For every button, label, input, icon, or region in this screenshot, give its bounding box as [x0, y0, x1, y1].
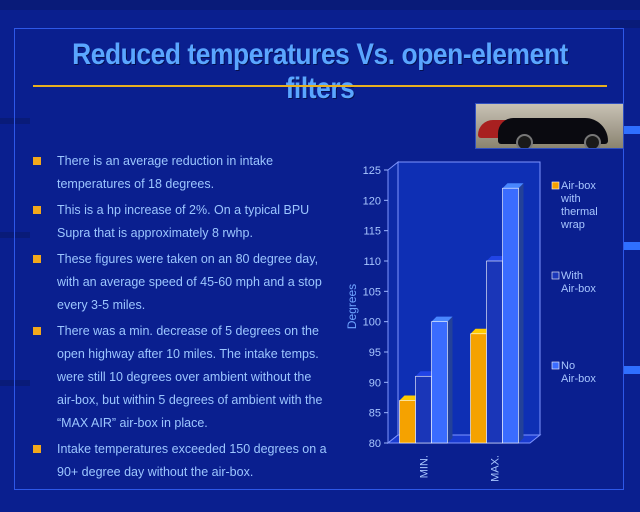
y-axis-label: Degrees [345, 284, 359, 329]
bullet-item: There is an average reduction in intake … [30, 150, 330, 196]
bar [470, 333, 487, 444]
y-tick-label: 120 [363, 195, 381, 207]
bullet-square-icon [33, 255, 41, 263]
bar [415, 375, 432, 444]
legend-swatch [551, 181, 560, 190]
bar-side [447, 316, 453, 443]
y-tick-label: 110 [363, 256, 381, 268]
bar-top [502, 183, 524, 189]
background-stripe [0, 118, 30, 124]
bar [502, 187, 519, 444]
y-tick-label: 105 [363, 286, 381, 298]
legend-label: Air-box [561, 373, 596, 385]
legend-swatch [551, 361, 560, 370]
bullet-text: There was a min. decrease of 5 degrees o… [57, 324, 323, 430]
y-tick-label: 115 [363, 226, 381, 238]
bar-chart: 80 85 90 95 100 105 110 115 120 125 Degrees MIN. MAX… [345, 160, 598, 482]
legend-label: Air-box [561, 180, 596, 192]
legend-label: with [560, 193, 581, 205]
bullet-text: Intake temperatures exceeded 150 degrees… [57, 442, 327, 479]
bar [431, 321, 448, 444]
legend-label: No [561, 360, 575, 372]
bullet-square-icon [33, 206, 41, 214]
bar-top [431, 316, 453, 322]
chart-side-wall [387, 160, 399, 445]
bullet-square-icon [33, 445, 41, 453]
decorative-tab [624, 242, 640, 250]
background-stripe [610, 20, 640, 28]
title-underline [33, 85, 607, 87]
y-tick-label: 85 [369, 408, 381, 420]
bullet-square-icon [33, 157, 41, 165]
bullet-text: This is a hp increase of 2%. On a typica… [57, 203, 310, 240]
slide-frame [14, 28, 624, 490]
y-tick-label: 90 [369, 377, 381, 389]
bullet-item: There was a min. decrease of 5 degrees o… [30, 320, 330, 435]
bullet-item: Intake temperatures exceeded 150 degrees… [30, 438, 330, 484]
legend-label: With [561, 270, 583, 282]
x-tick-label: MAX. [490, 455, 502, 482]
bar [486, 260, 503, 444]
bullet-item: This is a hp increase of 2%. On a typica… [30, 199, 330, 245]
legend-label: wrap [560, 219, 585, 231]
slide-title: Reduced temperatures Vs. open-element fi… [72, 38, 568, 105]
legend-swatch [551, 271, 560, 280]
bullet-text: There is an average reduction in intake … [57, 154, 274, 191]
bar [399, 400, 416, 444]
legend-label: thermal [561, 206, 598, 218]
y-tick-label: 95 [369, 347, 381, 359]
wheel-icon [584, 134, 601, 148]
background-stripe [0, 232, 30, 238]
x-tick-label: MIN. [419, 455, 431, 478]
y-tick-label: 125 [363, 165, 381, 177]
decorative-tab [624, 366, 640, 374]
bar-side [518, 183, 524, 443]
bullet-square-icon [33, 327, 41, 335]
legend-label: Air-box [561, 283, 596, 295]
background-stripe [0, 380, 30, 386]
car-photo [475, 103, 624, 149]
bullet-text: These figures were taken on an 80 degree… [57, 252, 322, 312]
bullet-item: These figures were taken on an 80 degree… [30, 248, 330, 317]
y-tick-label: 80 [369, 438, 381, 450]
background-stripe [0, 0, 640, 10]
y-tick-label: 100 [363, 317, 381, 329]
decorative-tab [624, 126, 640, 134]
wheel-icon [516, 134, 533, 148]
bullet-list: There is an average reduction in intake … [30, 150, 330, 487]
